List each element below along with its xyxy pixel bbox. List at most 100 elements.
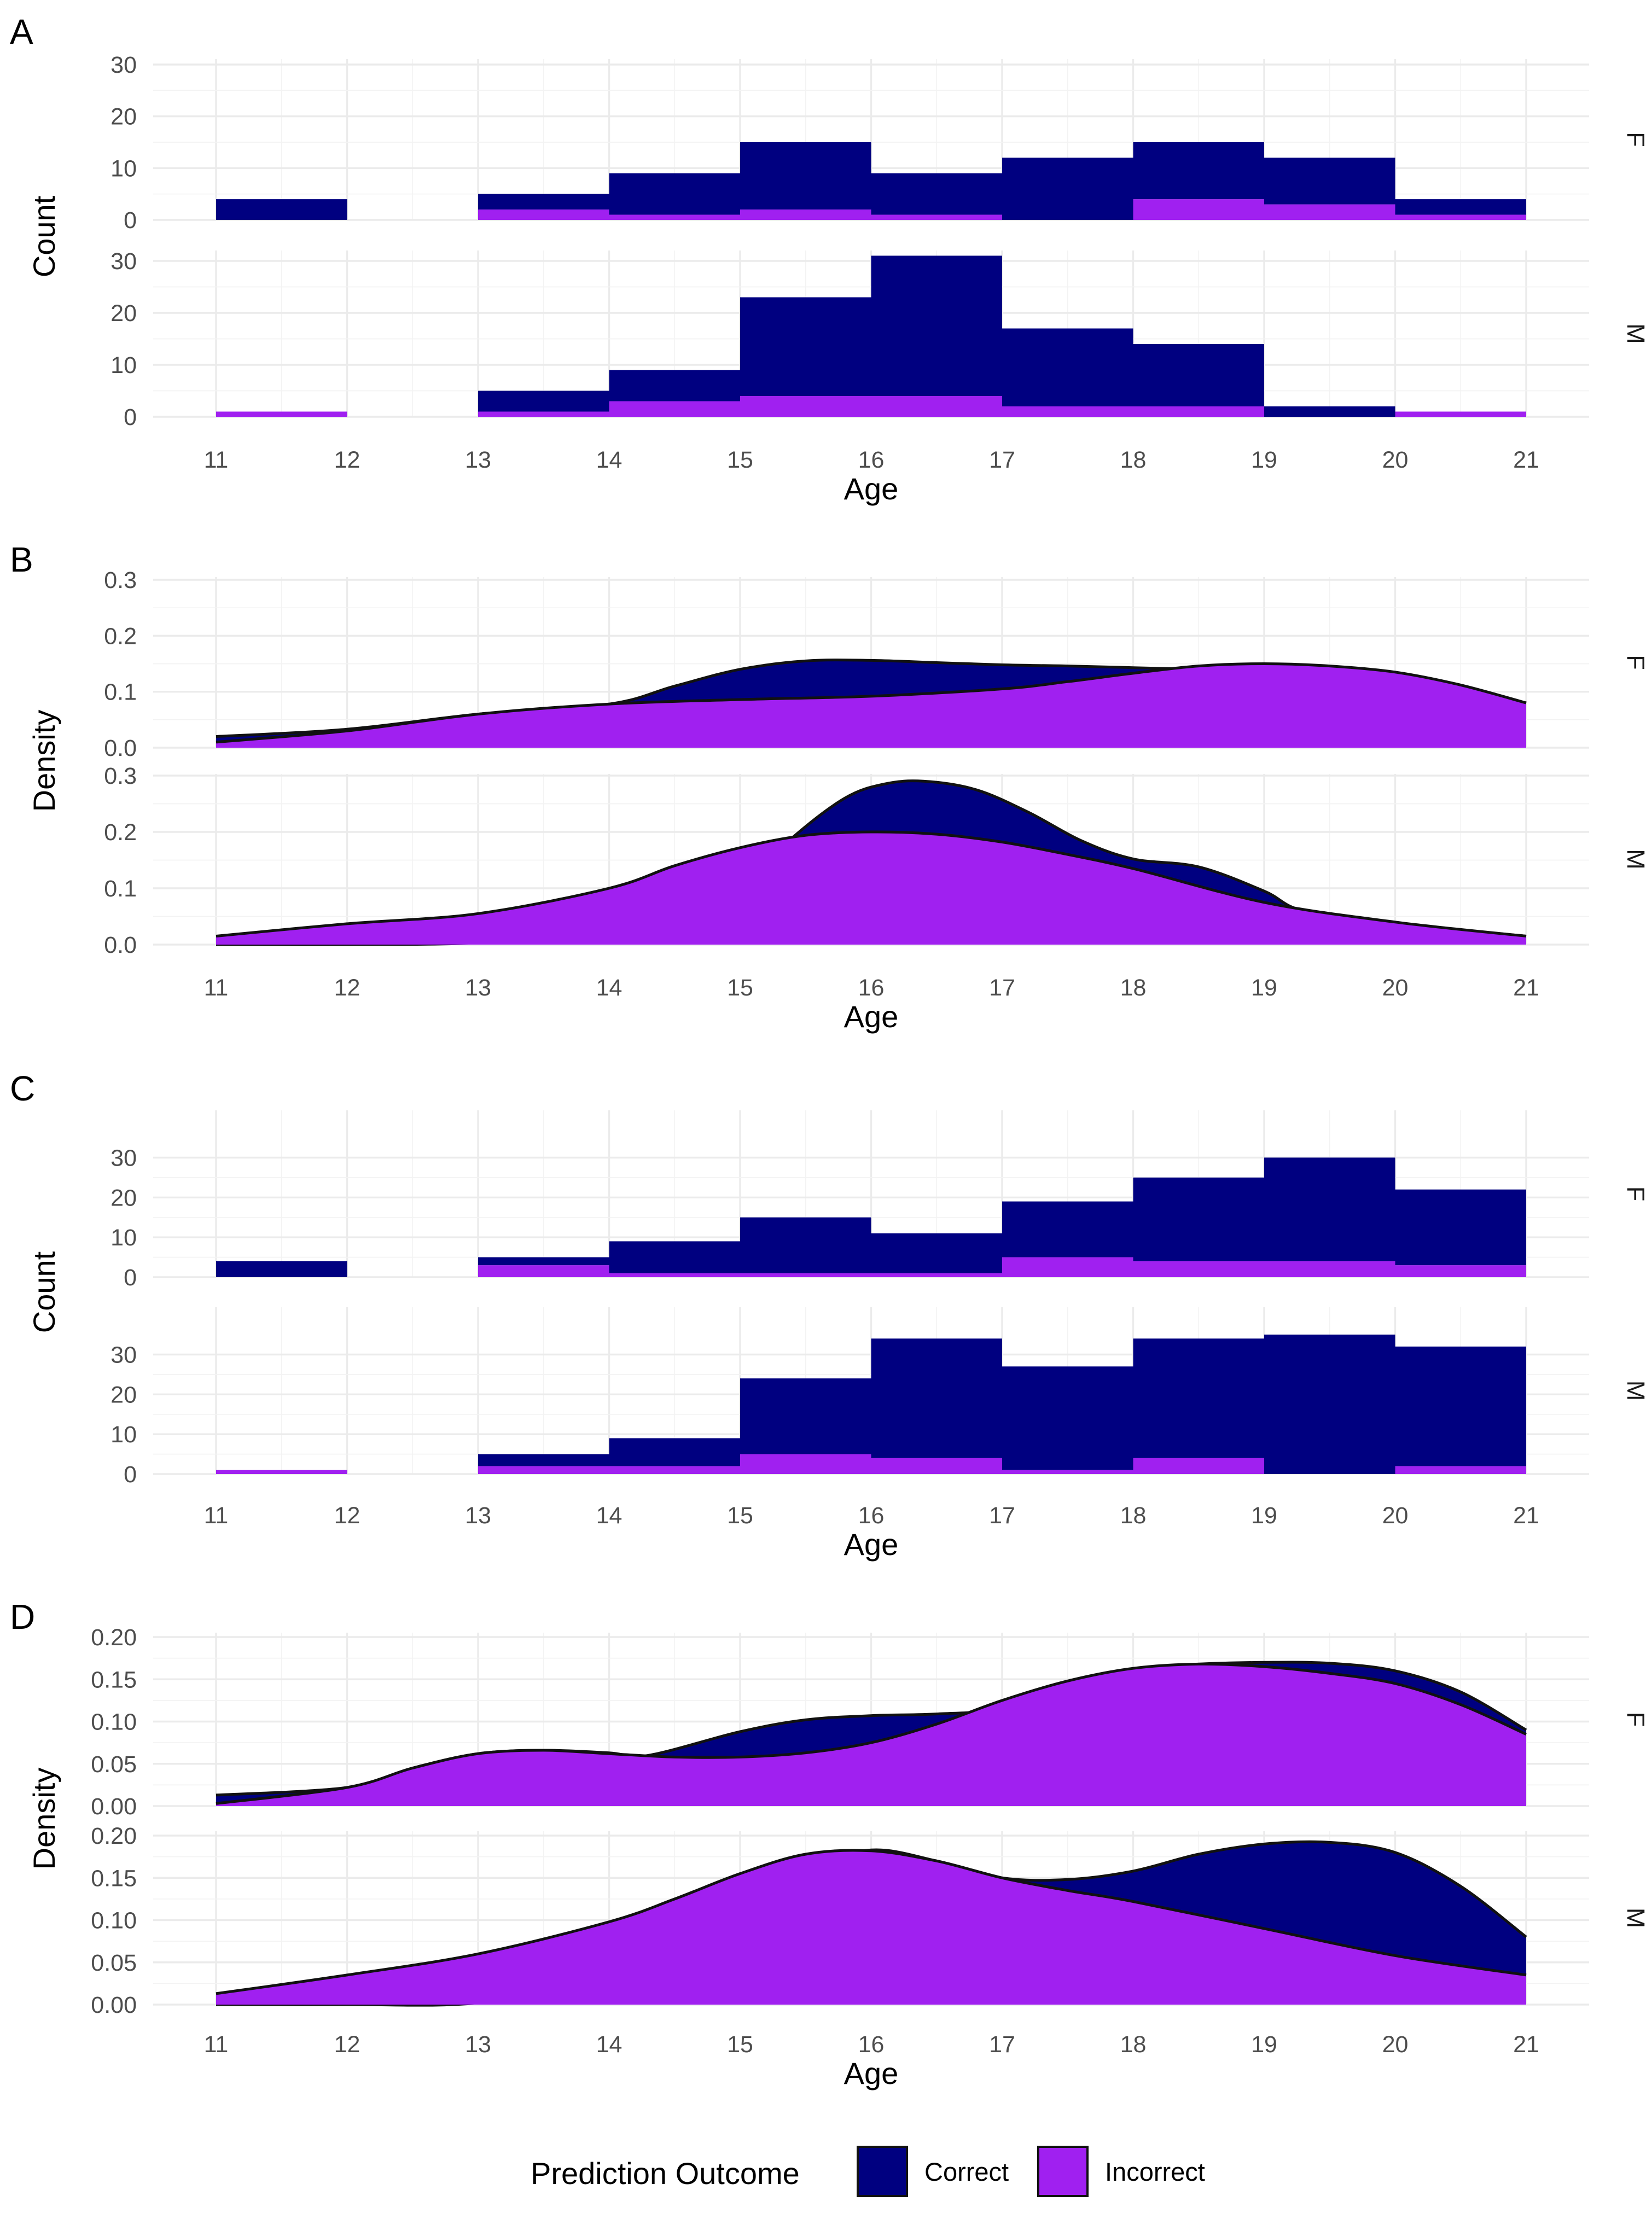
density-curve-incorrect xyxy=(216,830,1527,937)
facet-d-f: 0.00 0.05 0.10 0.15 0.20 F xyxy=(91,1624,1650,1820)
bar-incorrect xyxy=(609,401,740,417)
bar-correct xyxy=(1395,199,1526,215)
bar-incorrect xyxy=(1133,1458,1264,1474)
bar-incorrect xyxy=(740,1273,871,1277)
strip-label: M xyxy=(1622,323,1650,344)
strip-label: F xyxy=(1622,1712,1650,1727)
y-tick-label: 30 xyxy=(110,1342,137,1368)
x-axis-title: Age xyxy=(844,2056,899,2090)
bar-incorrect xyxy=(740,396,871,417)
y-tick-label: 20 xyxy=(110,300,137,327)
x-tick-label: 13 xyxy=(465,447,491,473)
x-tick-label: 16 xyxy=(858,975,885,1001)
legend-label-correct: Correct xyxy=(924,2157,1009,2186)
strip-label: M xyxy=(1622,1908,1650,1929)
facet-a-f: 0 10 20 30 F xyxy=(110,52,1650,234)
bar-incorrect xyxy=(1002,1257,1133,1277)
x-tick-label: 17 xyxy=(989,447,1015,473)
bar-correct xyxy=(1264,158,1395,205)
x-tick-label: 19 xyxy=(1251,1502,1277,1529)
y-tick-label: 0.20 xyxy=(91,1624,137,1651)
x-tick-label: 15 xyxy=(727,2031,753,2058)
x-tick-label: 12 xyxy=(334,447,360,473)
x-tick-label: 21 xyxy=(1513,1502,1539,1529)
x-tick-label: 17 xyxy=(989,975,1015,1001)
bar-incorrect xyxy=(216,1470,347,1474)
y-tick-label: 20 xyxy=(110,1185,137,1211)
bar-correct xyxy=(1133,142,1264,200)
y-tick-label: 10 xyxy=(110,155,137,182)
y-axis-title: Count xyxy=(27,195,61,277)
bar-incorrect xyxy=(871,396,1002,417)
bar-correct xyxy=(871,173,1002,215)
bar-correct xyxy=(740,297,871,396)
facet-a-m: 0 10 20 30 M xyxy=(110,248,1650,430)
y-tick-label: 10 xyxy=(110,1422,137,1448)
x-tick-label: 19 xyxy=(1251,975,1277,1001)
bar-incorrect xyxy=(1264,1261,1395,1277)
legend-title: Prediction Outcome xyxy=(531,2156,800,2191)
bar-correct xyxy=(609,1241,740,1273)
bar-correct xyxy=(1133,1177,1264,1261)
x-tick-label: 17 xyxy=(989,2031,1015,2058)
density-curve-incorrect xyxy=(216,1849,1527,1995)
y-tick-label: 0.10 xyxy=(91,1709,137,1736)
panel-letter-c: C xyxy=(10,1069,35,1108)
bar-incorrect xyxy=(1395,1265,1526,1277)
bar-correct xyxy=(1395,1346,1526,1466)
y-tick-label: 0.05 xyxy=(91,1751,137,1778)
y-tick-label: 0 xyxy=(124,404,137,430)
bar-correct xyxy=(478,1454,609,1466)
strip-label: F xyxy=(1622,132,1650,147)
density-curve-incorrect xyxy=(216,1662,1527,1805)
legend: Prediction Outcome Correct Incorrect xyxy=(531,2146,1205,2197)
bar-correct xyxy=(478,1257,609,1266)
x-tick-label: 11 xyxy=(204,1502,229,1529)
bar-incorrect xyxy=(871,214,1002,220)
bar-correct xyxy=(871,1233,1002,1273)
y-tick-label: 30 xyxy=(110,248,137,275)
x-tick-label: 20 xyxy=(1382,447,1409,473)
bar-correct xyxy=(216,1261,347,1277)
x-tick-label: 21 xyxy=(1513,975,1539,1001)
strip-label: F xyxy=(1622,1186,1650,1202)
y-tick-label: 20 xyxy=(110,104,137,130)
panel-letter-b: B xyxy=(10,540,33,579)
y-tick-label: 0.00 xyxy=(91,1793,137,1820)
x-tick-label: 14 xyxy=(596,975,623,1001)
y-tick-label: 0.00 xyxy=(91,1992,137,2018)
x-tick-label: 17 xyxy=(989,1502,1015,1529)
bar-correct xyxy=(1264,406,1395,417)
panel-letter-a: A xyxy=(10,12,33,51)
legend-label-incorrect: Incorrect xyxy=(1105,2157,1205,2186)
bar-correct xyxy=(216,199,347,220)
x-tick-label: 16 xyxy=(858,2031,885,2058)
x-tick-label: 13 xyxy=(465,1502,491,1529)
bar-incorrect xyxy=(1002,406,1133,417)
bar-correct xyxy=(740,142,871,210)
density-area-incorrect xyxy=(216,663,1526,748)
y-tick-label: 20 xyxy=(110,1382,137,1408)
bar-correct xyxy=(1133,1338,1264,1458)
bar-correct xyxy=(740,1378,871,1454)
legend-key-correct xyxy=(857,2146,908,2197)
facet-b-m: 0.0 0.1 0.2 0.3 M xyxy=(104,763,1650,958)
x-axis-title: Age xyxy=(844,999,899,1034)
bar-correct xyxy=(1264,1157,1395,1261)
bar-correct xyxy=(609,173,740,215)
facet-b-f: 0.0 0.1 0.2 0.3 F xyxy=(104,567,1650,761)
bar-incorrect xyxy=(609,1273,740,1277)
strip-label: F xyxy=(1622,655,1650,670)
y-tick-label: 30 xyxy=(110,52,137,78)
bar-incorrect xyxy=(1133,1261,1264,1277)
bar-correct xyxy=(871,1338,1002,1458)
x-tick-label: 14 xyxy=(596,447,623,473)
bar-correct xyxy=(609,1438,740,1466)
bar-incorrect xyxy=(1133,406,1264,417)
bar-correct xyxy=(609,370,740,401)
x-tick-label: 18 xyxy=(1120,447,1147,473)
bar-incorrect xyxy=(478,411,609,417)
density-curve-incorrect xyxy=(216,662,1527,744)
strip-label: M xyxy=(1622,849,1650,870)
